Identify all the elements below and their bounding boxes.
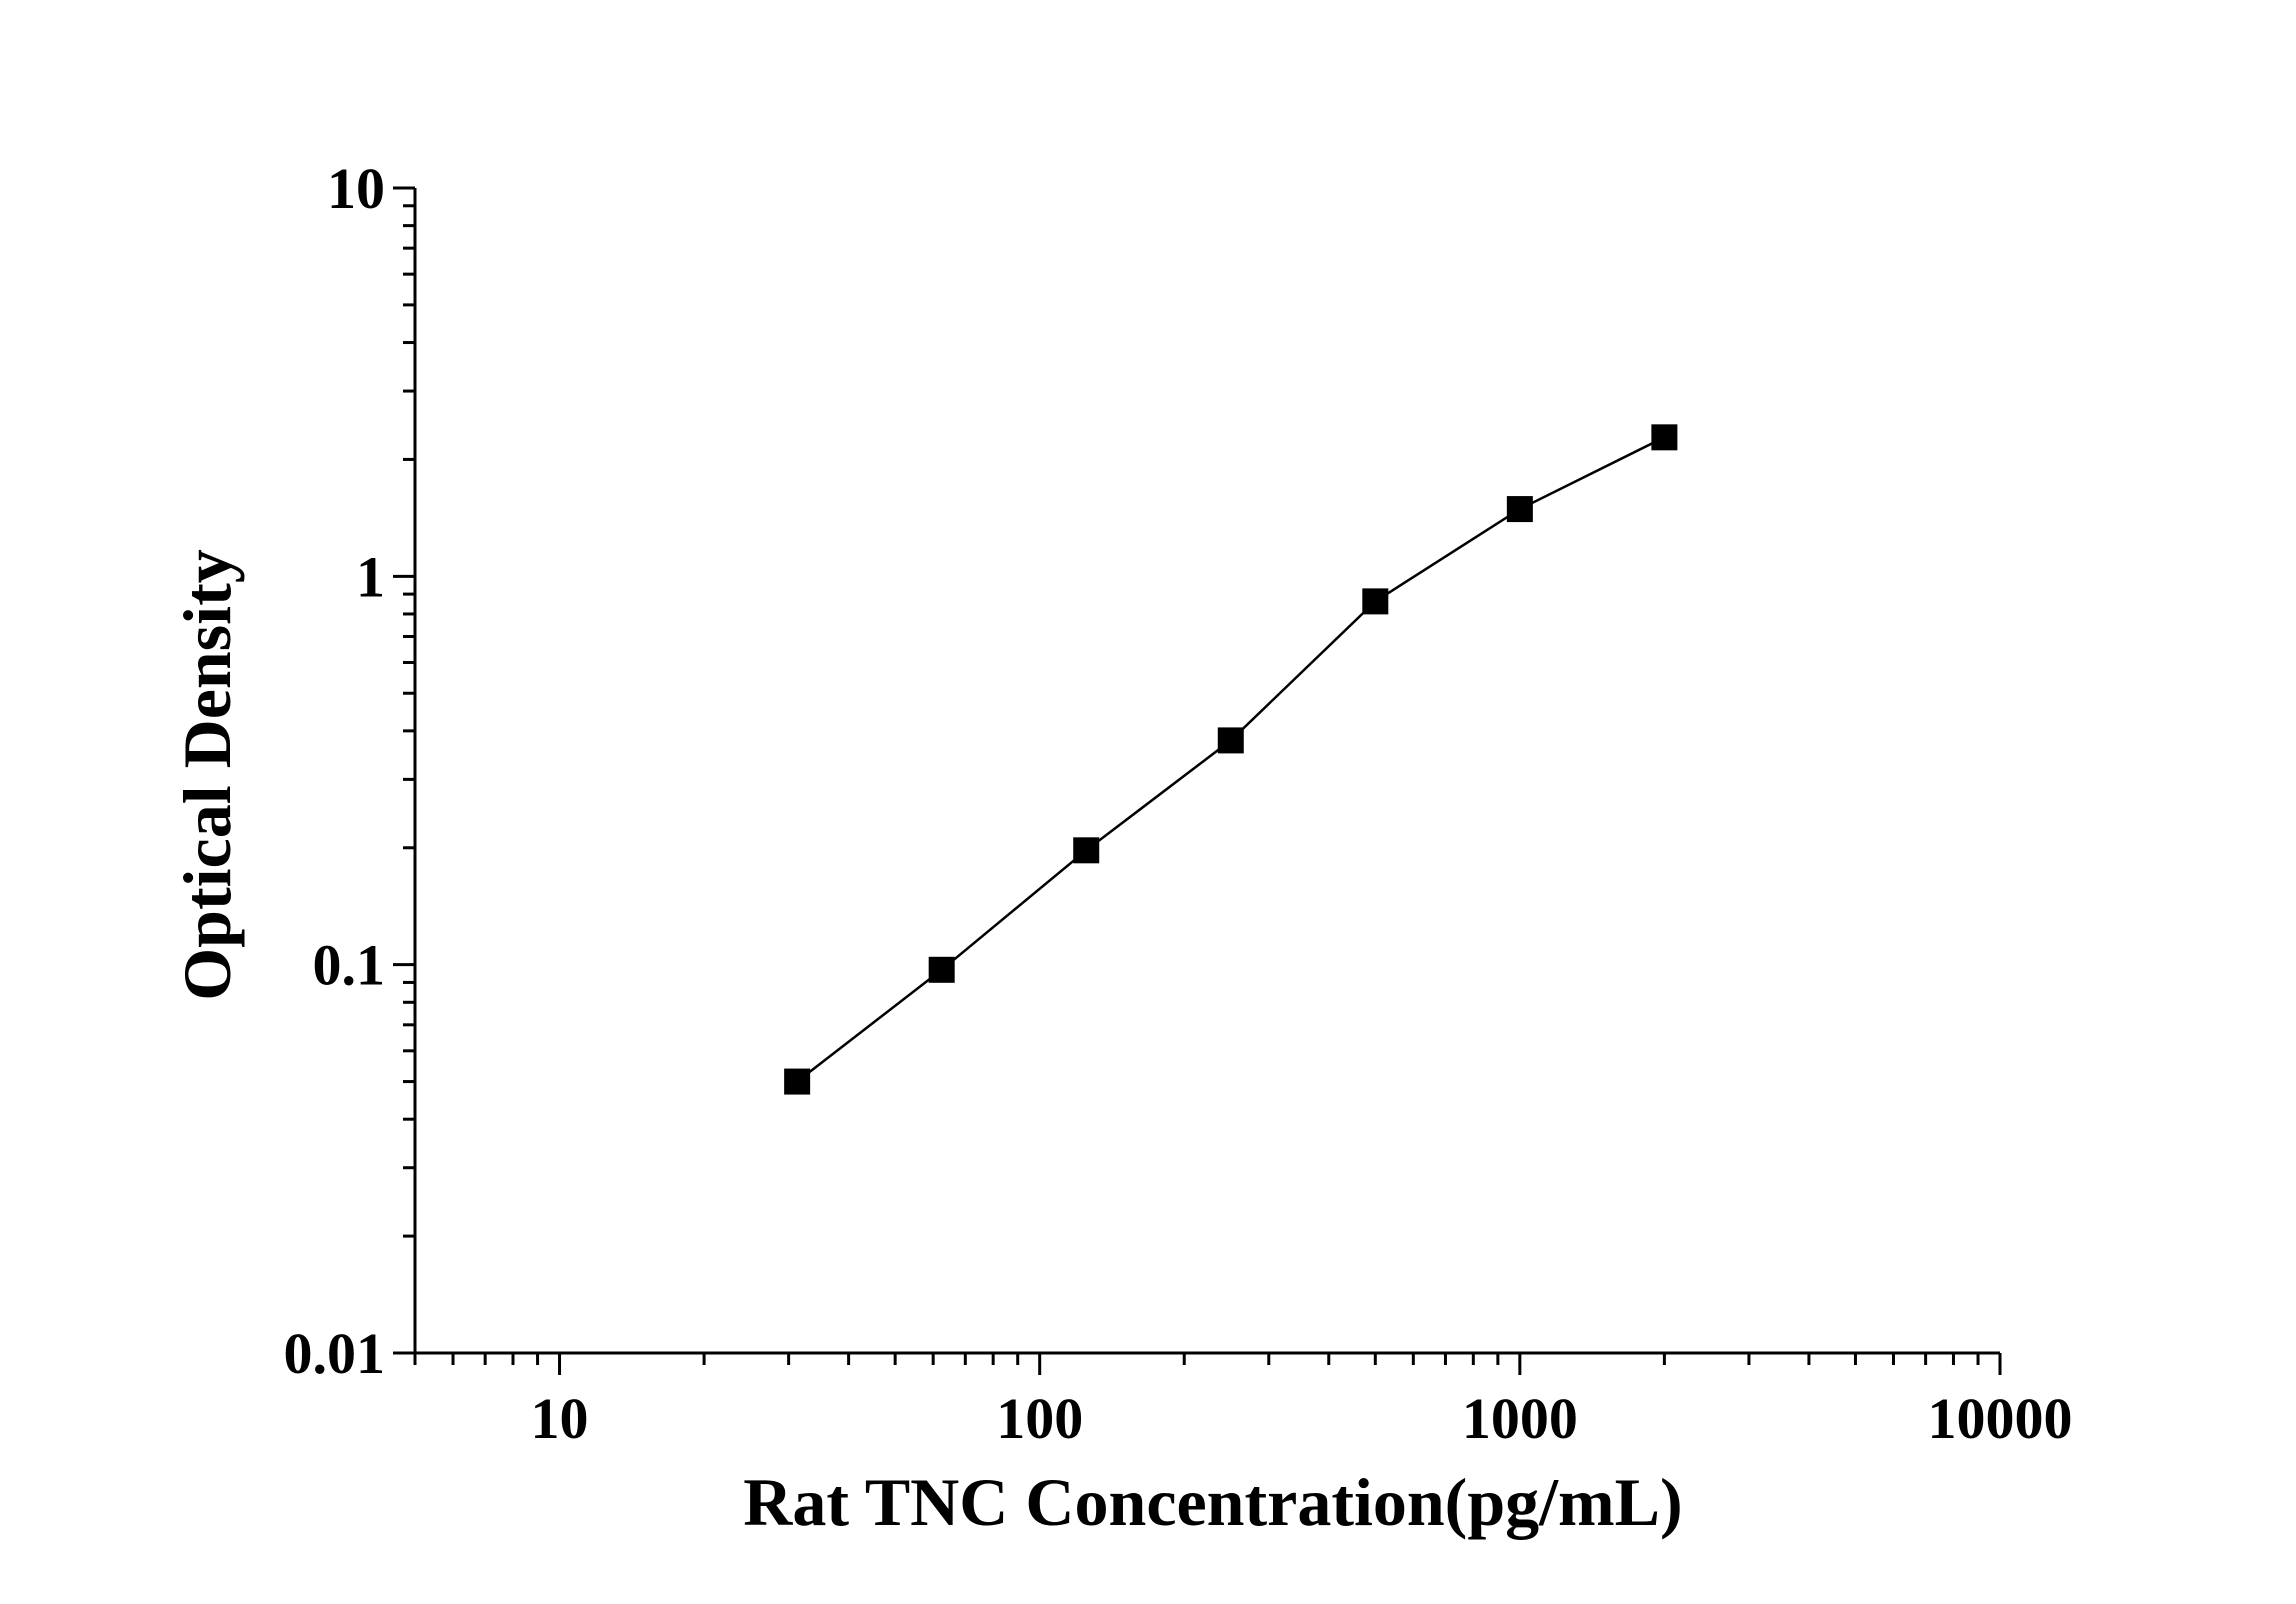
axis-ticks bbox=[393, 186, 2002, 1375]
data-point bbox=[1362, 588, 1389, 615]
x-tick-label: 10000 bbox=[1928, 1386, 2073, 1451]
data-point bbox=[1073, 837, 1100, 864]
y-tick-label: 10 bbox=[327, 156, 385, 221]
data-points bbox=[784, 424, 1678, 1095]
y-tick-label: 1 bbox=[356, 544, 385, 609]
y-axis-title: Optical Density bbox=[169, 549, 245, 1000]
x-axis-title: Rat TNC Concentration(pg/mL) bbox=[743, 1464, 1682, 1540]
tick-labels: 10 100 1000 10000 0.01 0.1 1 10 bbox=[284, 156, 2073, 1451]
x-tick-label: 1000 bbox=[1462, 1386, 1578, 1451]
data-point bbox=[1651, 424, 1678, 451]
y-tick-label: 0.1 bbox=[313, 933, 386, 998]
data-point bbox=[1217, 727, 1244, 754]
series-line bbox=[796, 436, 1665, 1083]
x-tick-label: 100 bbox=[996, 1386, 1083, 1451]
data-point bbox=[784, 1068, 811, 1095]
data-point bbox=[1506, 496, 1533, 523]
axes bbox=[413, 188, 2000, 1355]
series-line-group bbox=[796, 436, 1665, 1083]
y-tick-label: 0.01 bbox=[284, 1321, 386, 1386]
data-point bbox=[928, 956, 955, 983]
x-tick-label: 10 bbox=[531, 1386, 589, 1451]
